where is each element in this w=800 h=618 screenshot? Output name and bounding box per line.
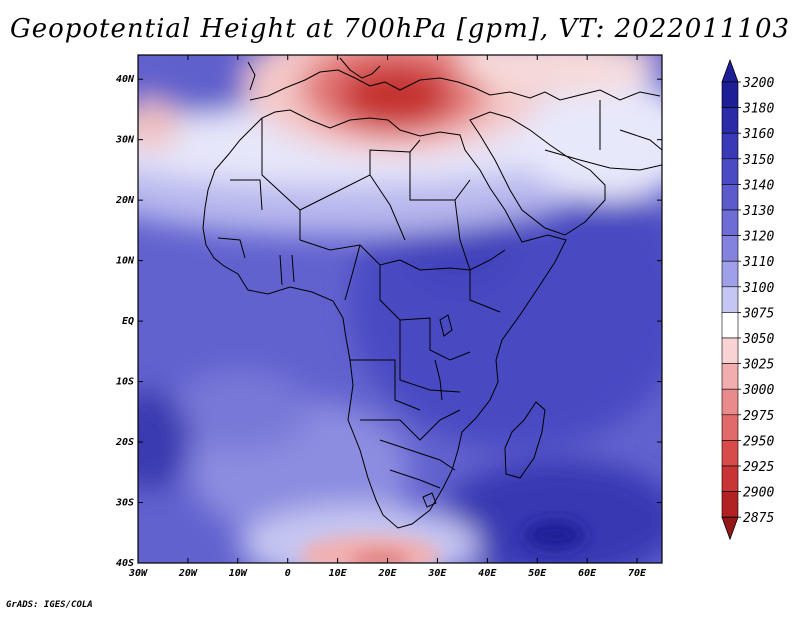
colorbar-swatch: [721, 286, 739, 313]
lat-label: 20N: [115, 195, 135, 206]
colorbar-label: 2925: [743, 460, 774, 475]
colorbar-label: 2950: [743, 434, 774, 449]
lat-label: 10S: [116, 377, 134, 388]
colorbar-label: 3150: [742, 153, 774, 168]
colorbar-label: 2975: [743, 409, 774, 424]
lat-label: 10N: [116, 256, 135, 267]
europe-coastline: [249, 69, 661, 101]
madagascar-coastline: [504, 401, 546, 479]
colorbar-label: 2875: [743, 511, 774, 526]
arabia-coastline: [469, 111, 606, 236]
colorbar-label: 3160: [742, 127, 774, 142]
colorbar-swatch: [721, 312, 739, 339]
colorbar-swatch: [721, 132, 739, 160]
colorbar-arrow-bottom: [721, 516, 739, 541]
map-title: Geopotential Height at 700hPa [gpm], VT:…: [9, 14, 791, 44]
plot-frame: [137, 54, 663, 564]
lon-label: 0: [285, 568, 291, 579]
colorbar-swatch: [721, 465, 739, 492]
colorbar-label: 3050: [742, 332, 774, 347]
colorbar-swatch: [721, 491, 739, 518]
colorbar-label: 3000: [742, 383, 774, 398]
lon-label: 10E: [329, 568, 348, 579]
colorbar-label: 3200: [742, 76, 774, 91]
colorbar-label: 3075: [742, 306, 774, 321]
lon-axis: 30W 20W 10W 0 10E 20E 30E 40E 50E 60E 70E: [128, 568, 647, 579]
colorbar-label: 3110: [742, 255, 774, 270]
axis-ticks: [137, 55, 662, 564]
colorbar-swatch: [721, 235, 739, 262]
lon-label: 60E: [578, 568, 597, 579]
lat-label: 20S: [115, 437, 134, 448]
lat-label: 30N: [115, 135, 135, 146]
colorbar: 3200 3180 3160 3150 3140 3130 3120 3110 3100 3075…: [721, 58, 774, 541]
colorbar-swatch: [721, 184, 739, 211]
colorbar-label: 3025: [742, 358, 774, 373]
grads-credit: GrADS: IGES/COLA: [6, 600, 93, 610]
colorbar-swatch: [721, 388, 739, 416]
colorbar-swatch: [721, 363, 739, 390]
colorbar-label: 2900: [743, 486, 774, 501]
colorbar-swatch: [721, 158, 739, 185]
lon-label: 10W: [229, 568, 248, 579]
lon-label: 70E: [628, 568, 647, 579]
africa-coastline: [202, 109, 567, 529]
colorbar-label: 3130: [742, 204, 774, 219]
lat-label: 40N: [116, 74, 135, 85]
lon-label: 30W: [128, 568, 148, 579]
lon-label: 30E: [427, 568, 447, 579]
colorbar-swatch: [721, 337, 739, 364]
colorbar-swatch: [721, 209, 739, 236]
lat-label: EQ: [122, 316, 134, 327]
colorbar-label: 3120: [742, 230, 774, 245]
colorbar-arrow-top: [721, 58, 739, 83]
lon-label: 20E: [377, 568, 397, 579]
colorbar-swatch: [721, 260, 739, 288]
colorbar-label: 3140: [742, 178, 774, 193]
lat-label: 40S: [116, 558, 134, 569]
colorbar-swatch: [721, 107, 739, 134]
lon-label: 20W: [178, 568, 198, 579]
colorbar-swatch: [721, 440, 739, 467]
height-field: [138, 55, 662, 563]
colorbar-label: 3100: [742, 281, 774, 296]
colorbar-swatch: [721, 81, 739, 108]
colorbar-label: 3180: [742, 102, 774, 117]
lat-axis: 40N 30N 20N 10N EQ 10S 20S 30S 40S: [115, 74, 135, 569]
lon-label: 50E: [528, 568, 547, 579]
colorbar-swatch: [721, 414, 739, 441]
coastlines: [202, 57, 662, 529]
lat-label: 30S: [115, 498, 134, 509]
lon-label: 40E: [478, 568, 497, 579]
